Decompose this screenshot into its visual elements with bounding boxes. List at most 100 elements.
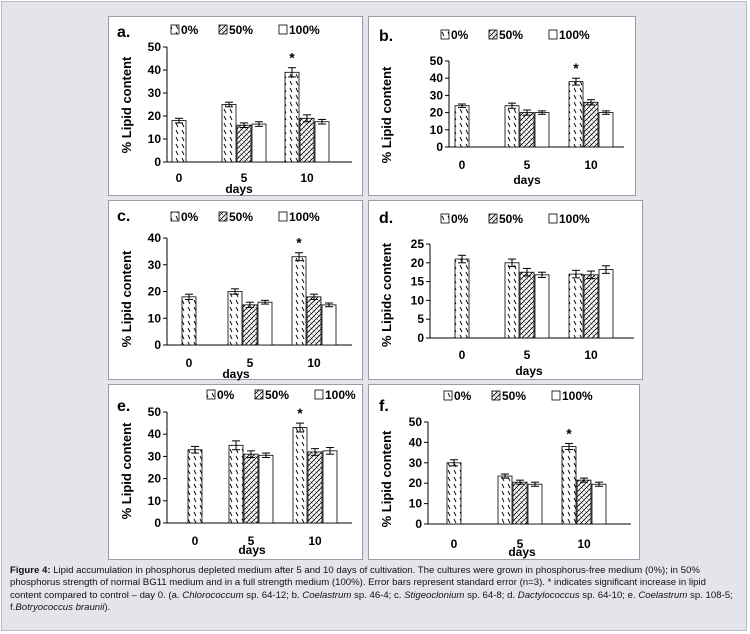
y-tick-label: 20 [148, 472, 162, 486]
bar [181, 296, 197, 346]
species-strain: sp. 64-12; b. [246, 589, 300, 601]
y-tick-label: 30 [430, 88, 444, 102]
bar [527, 483, 543, 525]
species-name: Coelastrum [302, 589, 352, 601]
x-tick-label: 0 [451, 537, 458, 551]
y-tick-label: 20 [411, 256, 425, 270]
bar [284, 71, 300, 163]
species-strain: sp. 64-8; d. [467, 589, 516, 601]
species-name: Botryococcus braunii [15, 602, 105, 614]
figure-caption: Figure 4: Lipid accumulation in phosphor… [10, 565, 738, 615]
bar [568, 273, 584, 339]
panel-label: f. [379, 398, 389, 415]
y-tick-label: 10 [148, 311, 162, 325]
x-tick-label: 5 [524, 158, 531, 172]
legend-swatch [443, 390, 453, 401]
x-tick-label: 0 [459, 348, 466, 362]
y-tick-label: 50 [148, 405, 162, 419]
chart-panel-c: c. 0% 50% 100% 0 10 20 30 40 % Lipid content 0 5 * 10… [108, 200, 363, 381]
y-tick-label: 25 [411, 237, 425, 251]
y-tick-label: 10 [148, 494, 162, 508]
y-tick-label: 0 [415, 517, 422, 531]
significance-marker: * [566, 425, 572, 441]
x-axis-title: days [225, 182, 253, 196]
bar [583, 101, 599, 148]
x-tick-label: 5 [524, 348, 531, 362]
bar [454, 258, 470, 339]
bar [534, 274, 550, 339]
legend-label: 100% [562, 389, 593, 403]
species-name: Stigeoclonium [404, 589, 465, 601]
legend-swatch [206, 389, 216, 400]
y-tick-label: 40 [148, 231, 162, 245]
bar [512, 481, 528, 525]
bar [299, 117, 315, 163]
bar [576, 479, 592, 525]
x-tick-label: 5 [248, 534, 255, 548]
legend-swatch [278, 211, 288, 222]
bar [228, 444, 244, 524]
bar [534, 112, 550, 148]
bar [454, 105, 470, 148]
x-axis-title: days [222, 367, 250, 381]
y-tick-label: 50 [148, 40, 162, 54]
chart-svg: c. 0% 50% 100% 0 10 20 30 40 % Lipid content 0 5 * 10… [117, 208, 352, 381]
species-strain: sp. 108-5; f. [10, 589, 733, 614]
legend-label: 100% [559, 28, 590, 42]
chart-panel-b: b. 0% 50% 100% 0 10 20 30 40 50 % Lipid content 0 5 *… [368, 16, 636, 196]
legend-swatch [548, 29, 558, 40]
bar [497, 475, 513, 525]
species-strain: ). [104, 602, 111, 614]
legend-swatch [488, 29, 498, 40]
y-tick-label: 15 [411, 275, 425, 289]
panel-label: c. [117, 208, 130, 225]
y-tick-label: 30 [148, 258, 162, 272]
panel-label: d. [379, 210, 393, 227]
bar [221, 104, 237, 163]
bar [307, 451, 323, 524]
legend-label: 0% [181, 23, 199, 37]
legend-label: 100% [559, 212, 590, 226]
x-tick-label: 10 [584, 158, 598, 172]
legend-label: 50% [502, 389, 526, 403]
bar [519, 112, 535, 148]
panel-label: b. [379, 28, 393, 45]
bar [242, 304, 258, 346]
species-name: Coelastrum [638, 589, 688, 601]
y-tick-label: 0 [154, 338, 161, 352]
y-tick-label: 40 [430, 71, 444, 85]
chart-panel-a: a. 0% 50% 100% 0 10 20 30 40 50 % Lipid content 0 5 *… [108, 16, 363, 196]
y-axis-title: % Lipidc content [379, 242, 394, 347]
chart-svg: a. 0% 50% 100% 0 10 20 30 40 50 % Lipid content 0 5 *… [117, 23, 352, 196]
legend-label: 0% [451, 28, 469, 42]
bar [583, 274, 599, 339]
legend-label: 100% [289, 210, 320, 224]
y-tick-label: 10 [148, 132, 162, 146]
y-axis-title: % Lipid content [379, 430, 394, 527]
legend-label: 50% [265, 388, 289, 402]
chart-panel-f: f. 0% 50% 100% 0 10 20 30 40 50 % Lipid content 0 5 *… [368, 384, 640, 560]
x-tick-label: 0 [186, 356, 193, 370]
legend-label: 50% [229, 23, 253, 37]
bar [292, 427, 308, 524]
y-tick-label: 40 [148, 427, 162, 441]
legend-swatch [170, 24, 180, 35]
bar [236, 124, 252, 163]
legend-swatch [254, 389, 264, 400]
x-axis-title: days [513, 173, 541, 187]
x-axis-title: days [508, 545, 536, 559]
x-tick-label: 5 [241, 171, 248, 185]
y-tick-label: 20 [148, 109, 162, 123]
bar [227, 291, 243, 346]
bar [591, 483, 607, 525]
x-tick-label: 10 [308, 534, 322, 548]
legend-label: 0% [217, 388, 235, 402]
bar [568, 81, 584, 148]
legend-swatch [314, 389, 324, 400]
legend-swatch [548, 213, 558, 224]
chart-panel-e: e. 0% 50% 100% 0 10 20 30 40 50 % Lipid content 0 5 *… [108, 384, 363, 560]
species-name: Dactylococcus [517, 589, 580, 601]
y-axis-title: % Lipid content [379, 66, 394, 163]
significance-marker: * [289, 50, 295, 66]
bar [251, 123, 267, 163]
